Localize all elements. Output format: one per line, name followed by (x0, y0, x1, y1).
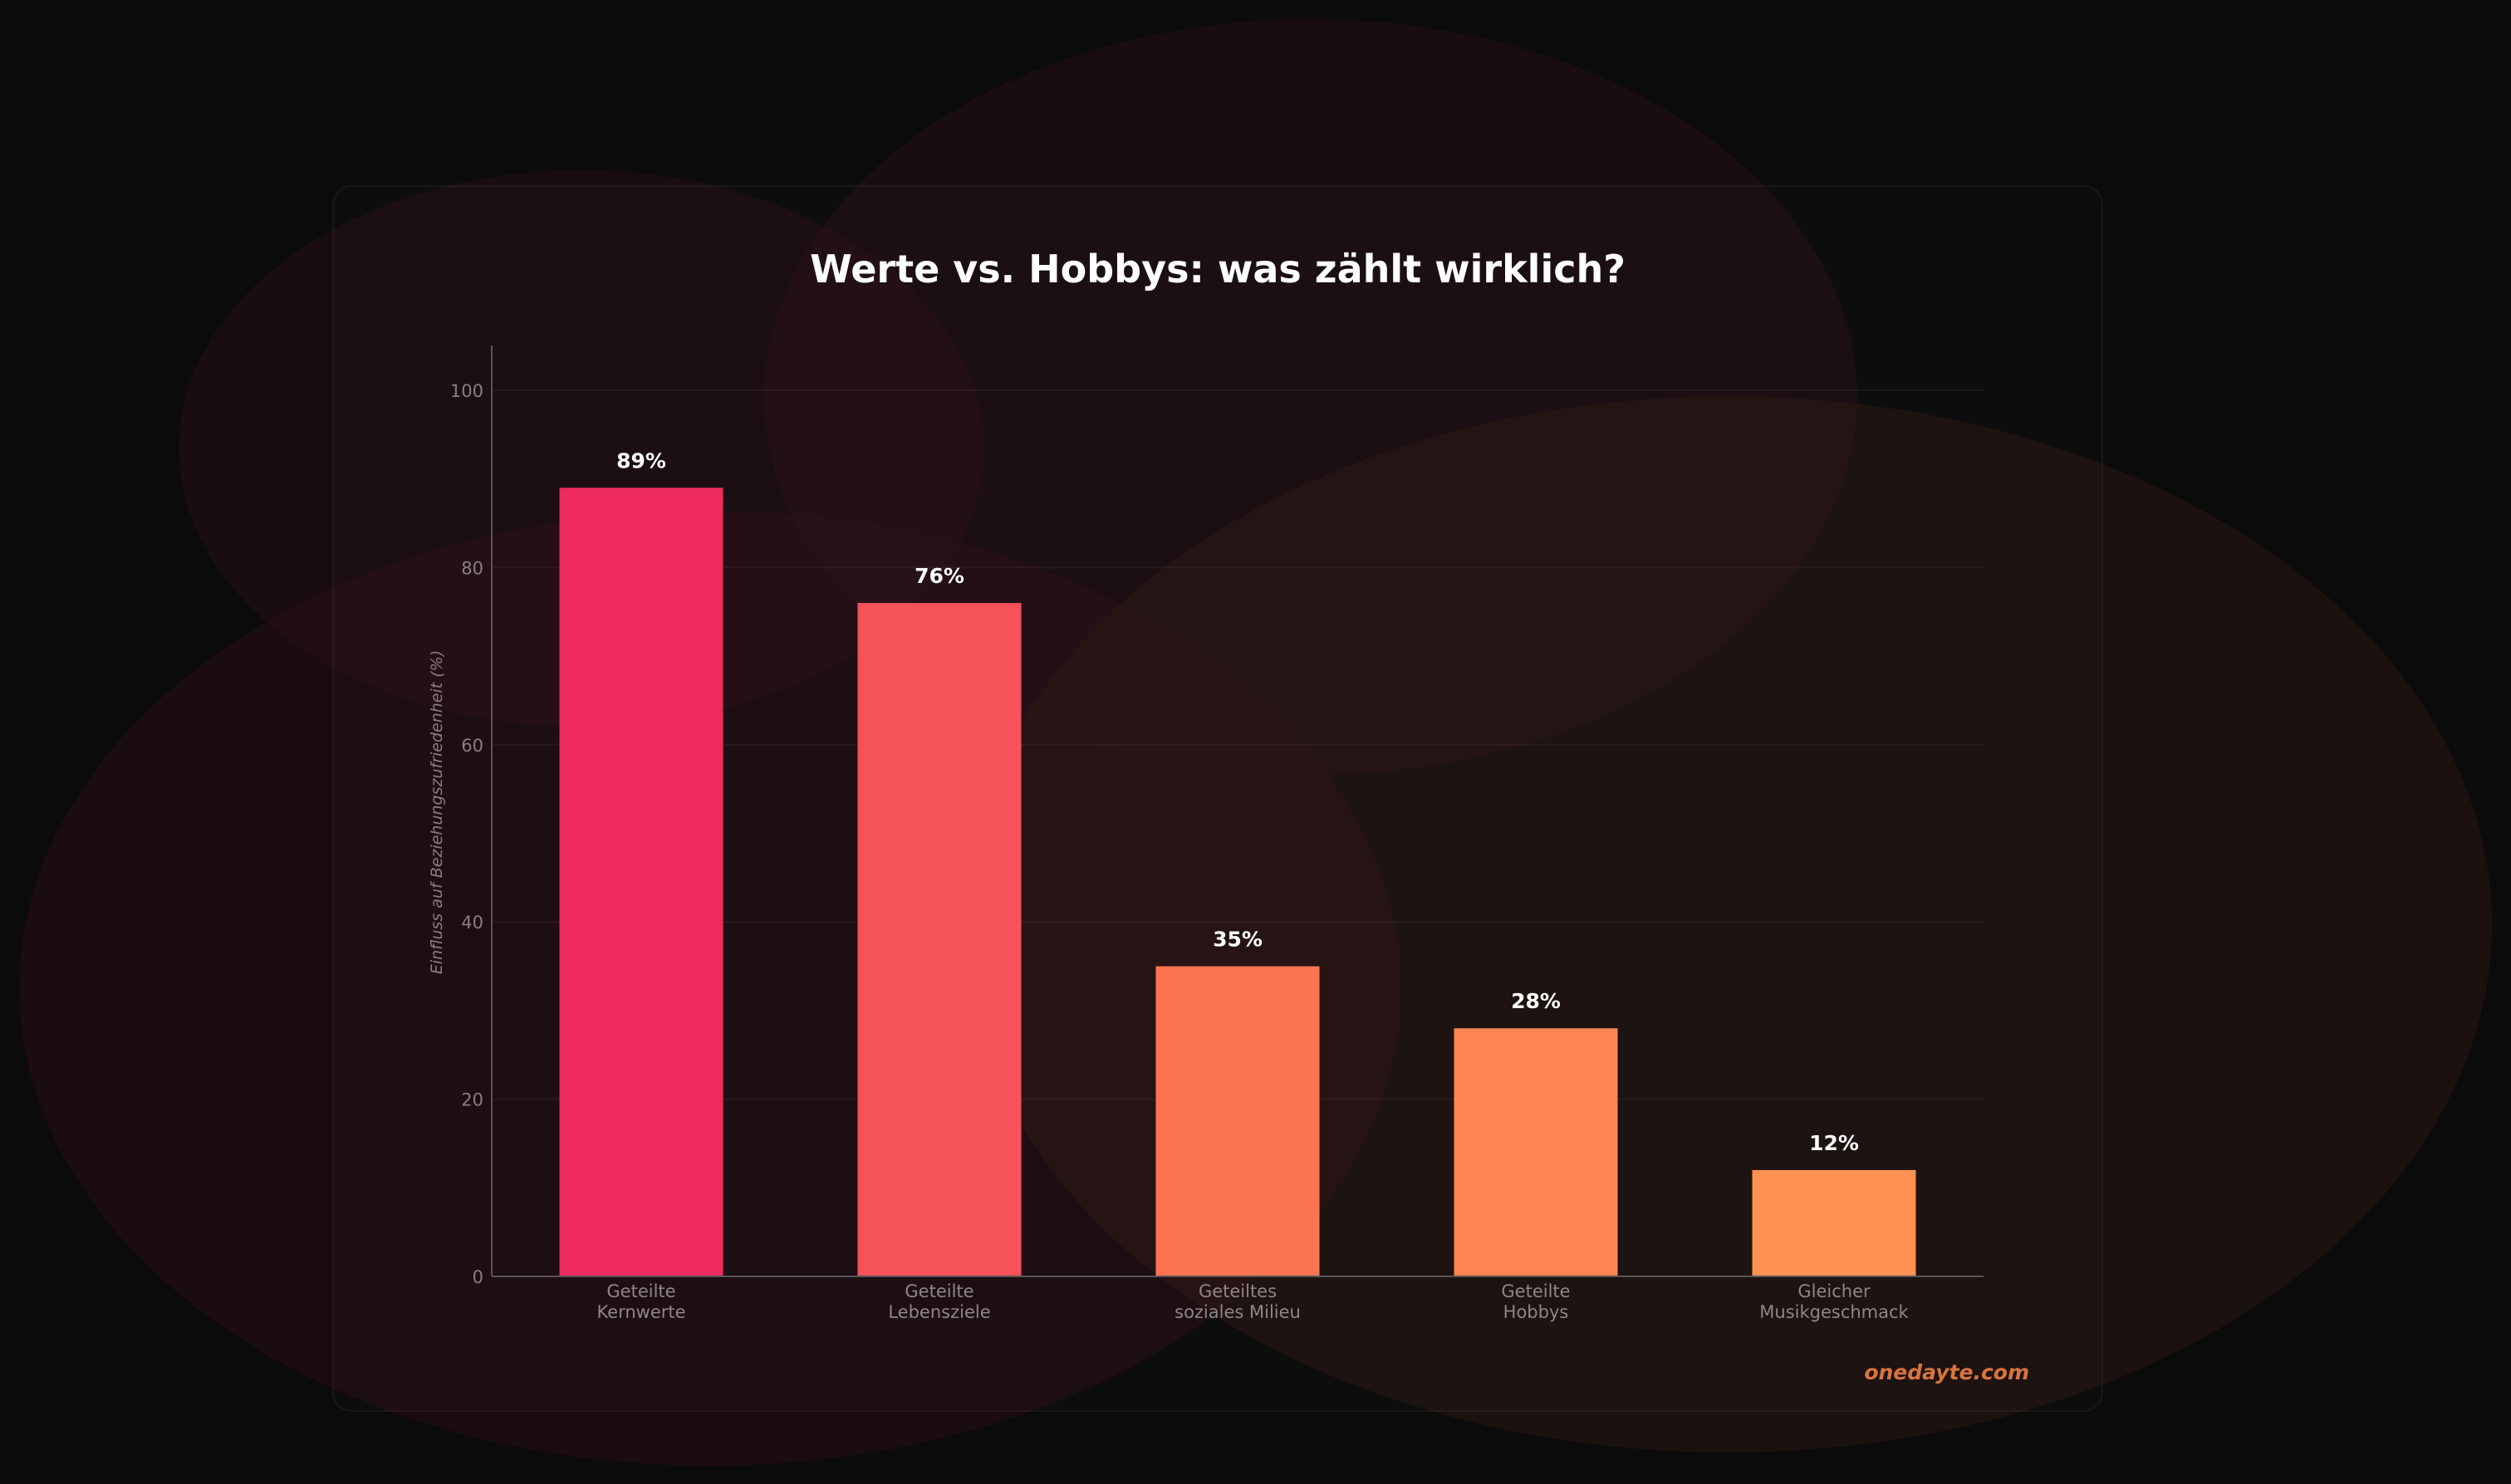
x-tick-label: Geteiltes (1199, 1281, 1277, 1301)
x-tick-label: Hobbys (1503, 1302, 1569, 1322)
y-tick-label: 60 (461, 736, 483, 756)
bar[interactable] (559, 487, 723, 1276)
background-blobs (19, 19, 2492, 1466)
y-tick-label: 80 (461, 558, 483, 578)
brand-watermark[interactable]: onedayte.com (1864, 1360, 2029, 1384)
x-tick-label: Musikgeschmack (1759, 1302, 1909, 1322)
x-tick-label: Geteilte (606, 1281, 675, 1301)
data-label: 12% (1809, 1131, 1859, 1155)
x-tick-label: Gleicher (1797, 1281, 1871, 1301)
x-tick-label: Geteilte (905, 1281, 974, 1301)
data-label: 89% (616, 448, 666, 473)
bar[interactable] (1155, 966, 1320, 1276)
bar[interactable] (857, 603, 1022, 1276)
x-axis-labels: GeteilteKernwerteGeteilteLebenszieleGete… (596, 1281, 1909, 1322)
x-tick-label: soziales Milieu (1175, 1302, 1301, 1322)
y-tick-label: 100 (450, 381, 483, 401)
x-tick-label: Kernwerte (596, 1302, 685, 1322)
data-label: 76% (915, 564, 964, 588)
bar[interactable] (1752, 1169, 1916, 1276)
bar[interactable] (1454, 1028, 1618, 1276)
chart-card (332, 185, 2103, 1412)
y-axis-ticks: 0 20 40 60 80 100 (450, 381, 483, 1287)
x-tick-label: Geteilte (1501, 1281, 1570, 1301)
y-tick-label: 20 (461, 1090, 483, 1110)
x-tick-label: Lebensziele (888, 1302, 990, 1322)
y-tick-label: 0 (473, 1267, 483, 1287)
bars: 89% 76% 35% 28% 12% (559, 448, 1916, 1276)
y-tick-label: 40 (461, 913, 483, 933)
data-label: 35% (1213, 928, 1263, 952)
chart-title: Werte vs. Hobbys: was zählt wirklich? (810, 247, 1626, 291)
data-label: 28% (1511, 989, 1561, 1013)
y-axis-label: Einfluss auf Beziehungszufriedenheit (%) (428, 650, 446, 974)
